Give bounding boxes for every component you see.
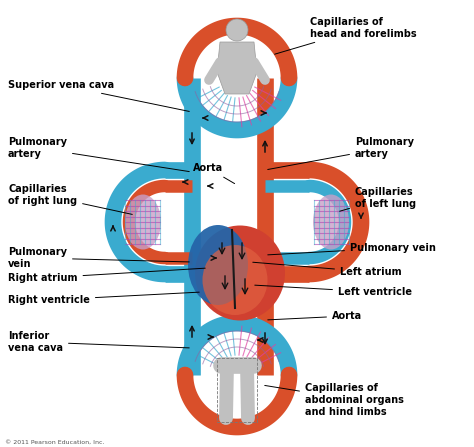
Ellipse shape	[202, 245, 267, 315]
Ellipse shape	[125, 194, 161, 249]
Text: Capillaries of
abdominal organs
and hind limbs: Capillaries of abdominal organs and hind…	[265, 384, 404, 417]
Ellipse shape	[195, 225, 285, 320]
Text: Pulmonary
vein: Pulmonary vein	[8, 247, 189, 269]
Text: Superior vena cava: Superior vena cava	[8, 80, 189, 111]
Text: Left atrium: Left atrium	[253, 262, 401, 277]
Text: Aorta: Aorta	[268, 311, 362, 321]
Polygon shape	[217, 42, 257, 94]
Ellipse shape	[188, 225, 248, 305]
Text: Right ventricle: Right ventricle	[8, 292, 199, 305]
Text: Capillaries
of right lung: Capillaries of right lung	[8, 184, 132, 215]
Ellipse shape	[313, 194, 349, 249]
Text: Inferior
vena cava: Inferior vena cava	[8, 331, 189, 353]
Text: Pulmonary vein: Pulmonary vein	[268, 243, 436, 255]
Text: Left ventricle: Left ventricle	[255, 285, 412, 297]
Text: Pulmonary
artery: Pulmonary artery	[8, 137, 189, 172]
Text: Pulmonary
artery: Pulmonary artery	[268, 137, 414, 169]
Text: Capillaries of
head and forelimbs: Capillaries of head and forelimbs	[274, 17, 417, 54]
Circle shape	[226, 19, 248, 41]
Text: Right atrium: Right atrium	[8, 268, 205, 283]
Text: © 2011 Pearson Education, Inc.: © 2011 Pearson Education, Inc.	[5, 440, 104, 445]
Text: Aorta: Aorta	[193, 163, 235, 184]
Text: Capillaries
of left lung: Capillaries of left lung	[340, 187, 416, 211]
